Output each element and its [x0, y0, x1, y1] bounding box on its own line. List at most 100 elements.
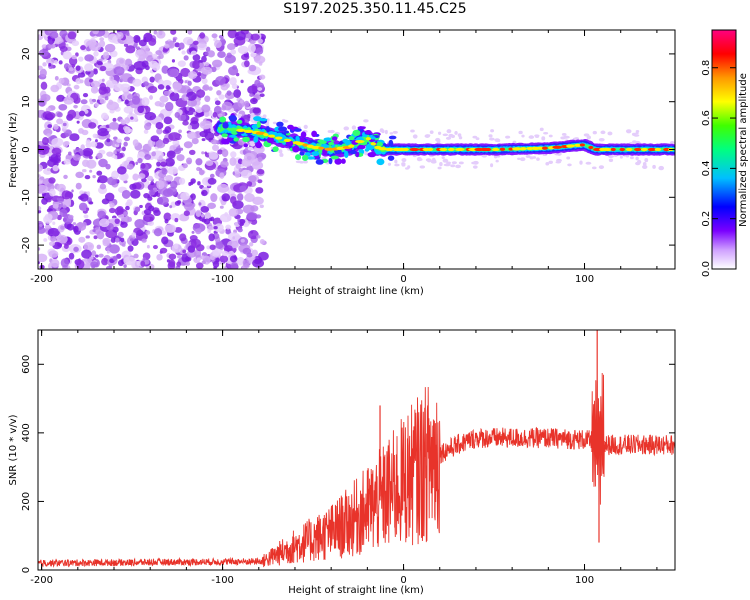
noise-blob: [169, 205, 173, 209]
noise-blob: [139, 204, 143, 209]
faint-blob: [472, 165, 478, 169]
noise-blob: [162, 137, 170, 145]
noise-blob: [97, 210, 107, 219]
signal-blob: [311, 130, 318, 138]
snr-x-label: Height of straight line (km): [288, 585, 424, 596]
faint-blob: [471, 161, 477, 165]
faint-blob: [384, 129, 388, 135]
noise-blob: [59, 30, 68, 38]
noise-blob: [174, 42, 180, 48]
noise-blob: [225, 230, 232, 235]
noise-blob: [89, 101, 94, 105]
noise-blob: [51, 137, 64, 147]
faint-blob: [591, 166, 597, 170]
faint-blob: [401, 162, 406, 166]
noise-blob: [139, 54, 146, 62]
faint-blob: [303, 124, 308, 129]
faint-blob: [278, 149, 283, 154]
noise-blob: [48, 250, 59, 258]
faint-blob: [669, 140, 675, 145]
faint-blob: [266, 118, 270, 122]
signal-core-dot: [236, 128, 246, 132]
noise-blob: [38, 184, 49, 194]
noise-blob: [114, 218, 120, 225]
signal-blob: [334, 158, 342, 165]
noise-blob: [259, 239, 265, 245]
spectrogram-y-ticks: -20 -10 0 10 20: [21, 48, 675, 253]
noise-blob: [221, 193, 231, 202]
noise-blob: [210, 193, 218, 203]
noise-blob: [73, 104, 78, 109]
noise-blob: [211, 59, 223, 68]
noise-blob: [84, 54, 94, 62]
noise-blob: [240, 79, 244, 84]
noise-blob: [183, 141, 193, 149]
noise-blob: [163, 90, 170, 96]
faint-blob: [548, 160, 553, 164]
noise-blob: [72, 225, 79, 233]
noise-blob: [123, 136, 131, 142]
noise-blob: [170, 30, 177, 35]
noise-blob: [106, 101, 120, 111]
signal-blob: [319, 140, 327, 145]
noise-blob: [117, 259, 124, 267]
noise-blob: [153, 228, 163, 237]
noise-blob: [107, 128, 112, 132]
noise-blob: [176, 154, 185, 162]
spectrogram-x-tick-label: -200: [30, 274, 53, 285]
noise-blob: [149, 95, 153, 100]
faint-blob: [505, 135, 511, 139]
noise-blob: [117, 166, 127, 175]
spectrogram-x-tick-label: 100: [575, 274, 594, 285]
faint-blob: [458, 161, 464, 165]
snr-panel: -200 -100 0 100 0 200 400 600 Height of straig…: [8, 329, 676, 596]
signal-blob: [306, 156, 316, 160]
noise-blob: [50, 235, 57, 242]
signal-blob: [325, 137, 332, 142]
noise-blob: [244, 60, 250, 68]
noise-blob: [197, 42, 208, 51]
signal-core-dot: [283, 138, 292, 142]
faint-blob: [644, 157, 649, 163]
faint-blob: [419, 165, 426, 169]
noise-blob: [92, 133, 98, 139]
noise-blob: [229, 196, 237, 205]
noise-blob: [198, 169, 205, 176]
noise-blob: [63, 174, 68, 179]
signal-blob: [387, 155, 395, 161]
noise-blob: [220, 83, 229, 91]
signal-core-dot: [588, 145, 594, 150]
noise-blob: [244, 193, 255, 203]
noise-blob: [69, 133, 80, 142]
faint-blob: [442, 158, 449, 163]
noise-blob: [149, 76, 155, 83]
noise-blob: [255, 47, 264, 55]
faint-blob: [455, 164, 461, 169]
noise-blob: [199, 62, 203, 67]
noise-blob: [57, 112, 63, 118]
faint-blob: [539, 127, 544, 132]
noise-blob: [211, 144, 220, 151]
noise-blob: [252, 196, 264, 205]
noise-blob: [78, 128, 84, 134]
noise-blob: [143, 213, 155, 223]
noise-blob: [48, 62, 52, 67]
signal-core-dot: [647, 147, 657, 152]
signal-blob: [256, 121, 261, 128]
noise-blob: [44, 224, 51, 229]
faint-blob: [521, 134, 525, 138]
noise-blob: [134, 219, 145, 229]
noise-blob: [137, 157, 143, 164]
noise-blob: [90, 80, 101, 88]
snr-oscillation: [591, 372, 605, 505]
signal-core-dot: [634, 147, 642, 152]
noise-blob: [129, 183, 137, 191]
signal-blob: [331, 136, 338, 141]
noise-blob: [207, 50, 215, 58]
noise-blob: [188, 107, 193, 111]
noise-blob: [178, 177, 186, 185]
faint-blob: [598, 165, 605, 170]
noise-blob: [77, 72, 86, 78]
faint-blob: [556, 158, 562, 163]
signal-core-dot: [541, 146, 548, 150]
